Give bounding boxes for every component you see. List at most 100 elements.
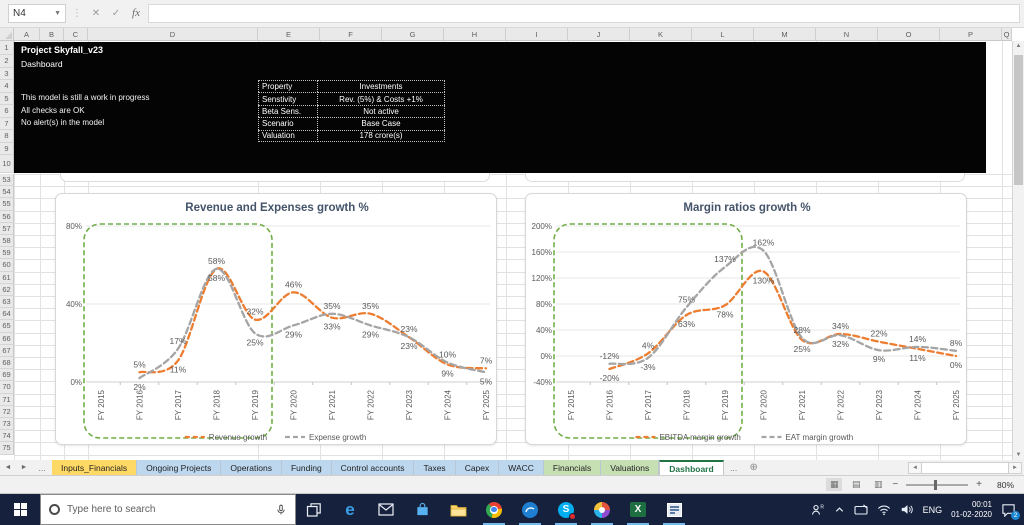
row-header-8[interactable]: 8: [0, 130, 14, 143]
pen-tablet-icon[interactable]: [854, 503, 868, 516]
name-box[interactable]: N4 ▼: [8, 3, 66, 23]
enter-icon[interactable]: ✓: [111, 7, 121, 19]
column-header-D[interactable]: D: [88, 28, 258, 41]
sheet-tab-taxes[interactable]: Taxes: [414, 460, 456, 475]
app-window-taskbar-button[interactable]: [659, 494, 689, 525]
tab-overflow-left[interactable]: ...: [38, 462, 46, 473]
chart-revenue-expenses[interactable]: 0% 40% 80% 5% 2% 17% 11% 58% 58% 32% 25% 46% 29% 35% 3…: [55, 193, 506, 445]
column-header-P[interactable]: P: [940, 28, 1002, 41]
start-button[interactable]: [0, 494, 40, 525]
sheet-tab-wacc[interactable]: WACC: [499, 460, 544, 475]
wifi-icon[interactable]: [877, 504, 891, 516]
tab-scroll-left-icon[interactable]: ◄: [4, 464, 12, 471]
microphone-icon[interactable]: [275, 503, 287, 517]
zoom-out-icon[interactable]: −: [892, 479, 899, 490]
column-header-F[interactable]: F: [320, 28, 382, 41]
tab-scroll-right-icon[interactable]: ►: [20, 464, 28, 471]
chrome-taskbar-button[interactable]: [479, 494, 509, 525]
row-header-53[interactable]: 53: [0, 174, 14, 187]
insert-function-icon[interactable]: fx: [132, 7, 140, 19]
column-header-B[interactable]: B: [40, 28, 64, 41]
row-header-58[interactable]: 58: [0, 235, 14, 248]
store-taskbar-button[interactable]: [407, 494, 437, 525]
row-header-64[interactable]: 64: [0, 308, 14, 321]
scroll-down-icon[interactable]: ▼: [1015, 452, 1022, 458]
row-header-75[interactable]: 75: [0, 442, 14, 455]
app-blue-taskbar-button[interactable]: [515, 494, 545, 525]
column-header-I[interactable]: I: [506, 28, 568, 41]
column-header-Q[interactable]: Q: [1002, 28, 1012, 41]
zoom-in-icon[interactable]: +: [976, 479, 982, 490]
row-header-65[interactable]: 65: [0, 320, 14, 333]
row-header-56[interactable]: 56: [0, 210, 14, 223]
zoom-level[interactable]: 80%: [996, 479, 1014, 490]
row-header-71[interactable]: 71: [0, 393, 14, 406]
add-sheet-icon[interactable]: ⊕: [749, 462, 758, 473]
mail-taskbar-button[interactable]: [371, 494, 401, 525]
row-header-57[interactable]: 57: [0, 222, 14, 235]
row-header-70[interactable]: 70: [0, 381, 14, 394]
row-header-9[interactable]: 9: [0, 142, 14, 155]
scroll-up-icon[interactable]: ▲: [1015, 43, 1022, 49]
sheet-tab-capex[interactable]: Capex: [455, 460, 500, 475]
row-header-1[interactable]: 1: [0, 41, 14, 55]
sheet-tab-financials[interactable]: Financials: [543, 460, 602, 475]
column-header-L[interactable]: L: [692, 28, 754, 41]
excel-taskbar-button[interactable]: X: [623, 494, 653, 525]
volume-icon[interactable]: [900, 503, 914, 516]
row-header-61[interactable]: 61: [0, 271, 14, 284]
file-explorer-taskbar-button[interactable]: [443, 494, 473, 525]
row-header-59[interactable]: 59: [0, 247, 14, 260]
row-header-73[interactable]: 73: [0, 418, 14, 431]
sheet-tab-dashboard[interactable]: Dashboard: [659, 460, 724, 475]
sheet-tab-operations[interactable]: Operations: [221, 460, 282, 475]
row-header-62[interactable]: 62: [0, 283, 14, 296]
horizontal-scrollbar[interactable]: ◄ ►: [908, 460, 1024, 475]
clock[interactable]: 00:01 01-02-2020: [951, 500, 992, 520]
sheet-tab-funding[interactable]: Funding: [281, 460, 332, 475]
hscroll-right-icon[interactable]: ►: [1008, 461, 1022, 474]
column-header-J[interactable]: J: [568, 28, 630, 41]
row-header-54[interactable]: 54: [0, 186, 14, 199]
select-all-corner[interactable]: [0, 28, 14, 41]
row-header-6[interactable]: 6: [0, 105, 14, 118]
tab-overflow-right[interactable]: ...: [730, 462, 738, 473]
row-header-2[interactable]: 2: [0, 55, 14, 68]
column-header-M[interactable]: M: [754, 28, 816, 41]
sheet-tab-control-accounts[interactable]: Control accounts: [331, 460, 415, 475]
action-center-icon[interactable]: 2: [1001, 503, 1020, 520]
sheet-tab-inputs-financials[interactable]: Inputs_Financials: [52, 460, 138, 475]
chart-margin-ratios[interactable]: -40% 0% 40% 80% 120% 160% 200% -12% -20% 4% -3% 75%…: [525, 193, 976, 445]
task-view-taskbar-button[interactable]: [299, 494, 329, 525]
taskbar-search[interactable]: Type here to search: [40, 494, 296, 525]
language-indicator[interactable]: ENG: [922, 504, 943, 515]
cancel-icon[interactable]: ✕: [91, 7, 101, 19]
hscroll-left-icon[interactable]: ◄: [908, 461, 922, 474]
row-header-4[interactable]: 4: [0, 80, 14, 93]
row-header-63[interactable]: 63: [0, 296, 14, 309]
vertical-scroll-thumb[interactable]: [1014, 55, 1023, 185]
column-header-O[interactable]: O: [878, 28, 940, 41]
vertical-scrollbar[interactable]: ▲ ▼: [1012, 41, 1024, 460]
column-header-A[interactable]: A: [14, 28, 40, 41]
row-header-74[interactable]: 74: [0, 430, 14, 443]
row-header-66[interactable]: 66: [0, 332, 14, 345]
row-header-60[interactable]: 60: [0, 259, 14, 272]
zoom-slider[interactable]: [906, 479, 969, 490]
row-header-72[interactable]: 72: [0, 405, 14, 418]
column-header-E[interactable]: E: [258, 28, 320, 41]
column-header-C[interactable]: C: [64, 28, 88, 41]
sheet-tab-valuations[interactable]: Valuations: [601, 460, 660, 475]
row-header-5[interactable]: 5: [0, 92, 14, 105]
people-icon[interactable]: R: [811, 503, 825, 517]
normal-view-icon[interactable]: ▦: [826, 478, 843, 491]
hidden-icons-chevron-icon[interactable]: [834, 504, 845, 515]
page-layout-view-icon[interactable]: ▤: [852, 479, 861, 489]
row-header-55[interactable]: 55: [0, 198, 14, 211]
row-header-69[interactable]: 69: [0, 369, 14, 382]
column-header-G[interactable]: G: [382, 28, 444, 41]
edge-taskbar-button[interactable]: e: [335, 494, 365, 525]
horizontal-scroll-track[interactable]: [922, 461, 1008, 474]
row-header-7[interactable]: 7: [0, 117, 14, 130]
app-color-taskbar-button[interactable]: [587, 494, 617, 525]
